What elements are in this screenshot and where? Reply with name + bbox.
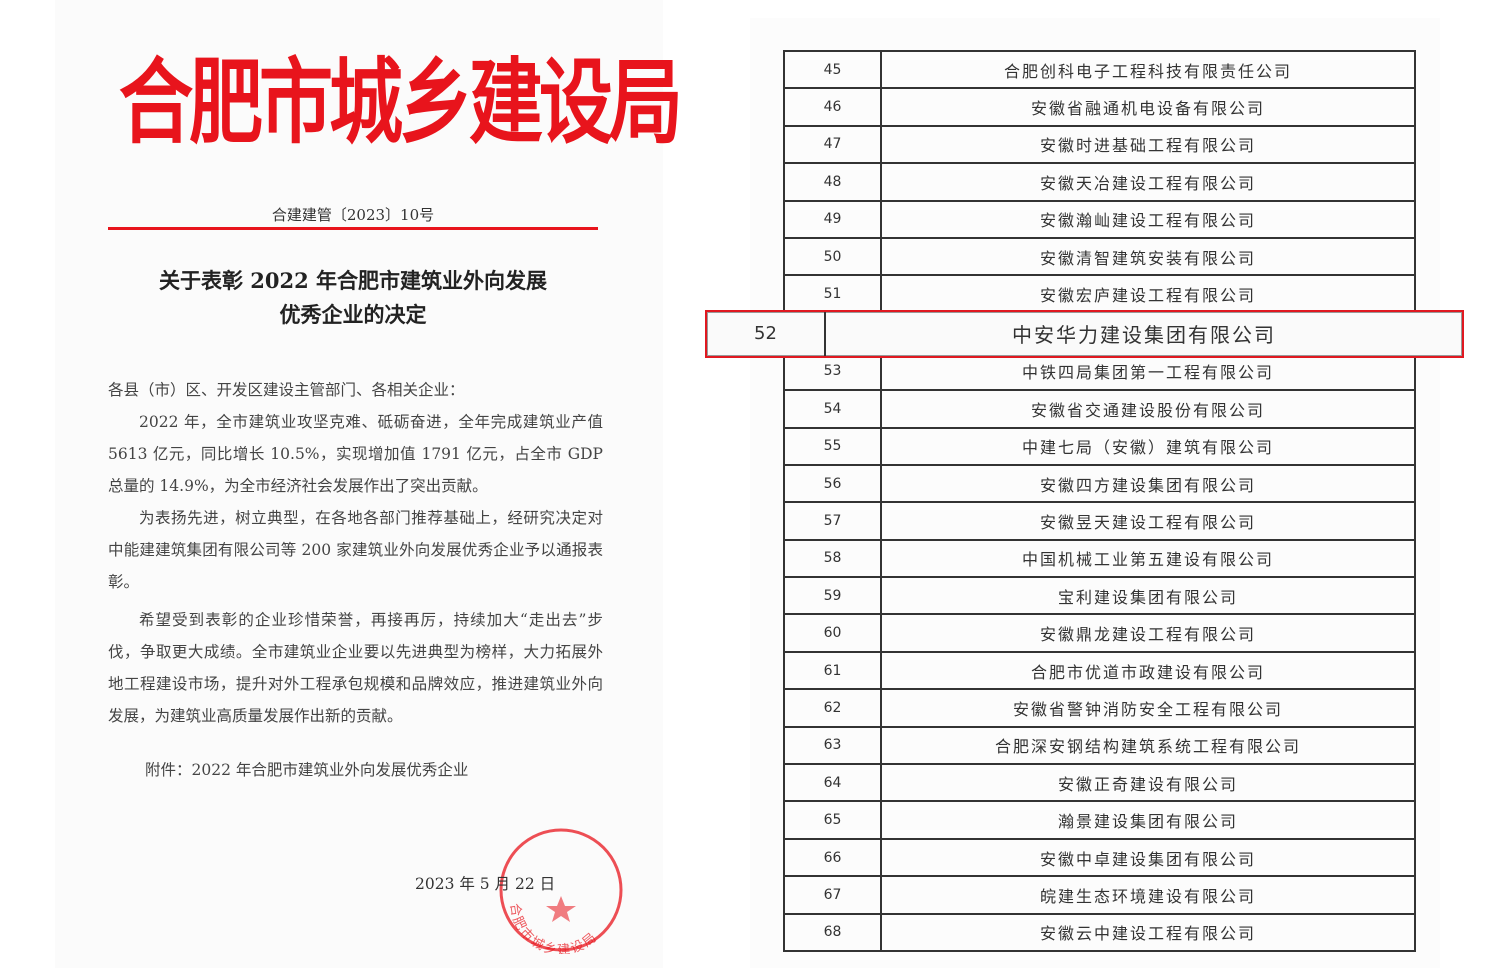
- table-row: 45 合肥创科电子工程科技有限责任公司: [785, 52, 1414, 90]
- company-name: 瀚景建设集团有限公司: [1057, 812, 1238, 832]
- notice-document: 合肥市城乡建设局 合建建管〔2023〕10号 关于表彰 2022 年合肥市建筑业…: [55, 0, 683, 968]
- table-row: 68 安徽云中建设工程有限公司: [785, 914, 1414, 952]
- row-number: 68: [785, 914, 882, 950]
- row-number: 57: [785, 503, 882, 539]
- row-number: 59: [785, 578, 882, 614]
- company-name: 中国机械工业第五建设有限公司: [1021, 550, 1274, 570]
- attachment-note: 附件：2022 年合肥市建筑业外向发展优秀企业: [145, 761, 469, 779]
- company-name: 皖建生态环境建设有限公司: [1039, 886, 1256, 906]
- table-row: 55 中建七局（安徽）建筑有限公司: [785, 428, 1414, 466]
- company-name: 安徽省融通机电设备有限公司: [1030, 99, 1265, 119]
- row-number: 52: [707, 311, 826, 356]
- row-number: 55: [785, 428, 882, 464]
- document-body: 各县（市）区、开发区建设主管部门、各相关企业： 2022 年，全市建筑业攻坚克难…: [108, 374, 603, 786]
- company-name: 合肥深安钢结构建筑系统工程有限公司: [994, 737, 1301, 757]
- red-divider: [108, 227, 598, 230]
- company-name: 安徽省交通建设股份有限公司: [1030, 400, 1265, 420]
- row-number: 62: [785, 690, 882, 726]
- row-number: 58: [785, 540, 882, 577]
- company-name: 合肥市优道市政建设有限公司: [1030, 662, 1265, 682]
- paragraph-2: 为表扬先进，树立典型，在各地各部门推荐基础上，经研究决定对中能建建筑集团有限公司…: [108, 509, 603, 591]
- table-row: 58 中国机械工业第五建设有限公司: [785, 540, 1414, 579]
- company-name: 安徽正奇建设有限公司: [1057, 774, 1238, 794]
- company-name: 安徽天冶建设工程有限公司: [1039, 173, 1256, 193]
- company-name: 中铁四局集团第一工程有限公司: [1021, 363, 1274, 383]
- table-row: 47 安徽时进基础工程有限公司: [785, 126, 1414, 165]
- row-number: 53: [785, 353, 882, 390]
- company-name: 安徽四方建设集团有限公司: [1039, 475, 1256, 495]
- title-line-1: 关于表彰 2022 年合肥市建筑业外向发展: [158, 268, 548, 293]
- company-name: 安徽昱天建设工程有限公司: [1039, 512, 1256, 532]
- paragraph-1: 2022 年，全市建筑业攻坚克难、砥砺奋进，全年完成建筑业产值 5613 亿元，…: [108, 413, 603, 495]
- table-row: 49 安徽瀚屾建设工程有限公司: [785, 201, 1414, 239]
- row-number: 46: [785, 89, 882, 125]
- company-name: 安徽清智建筑安装有限公司: [1039, 248, 1256, 268]
- company-name: 安徽鼎龙建设工程有限公司: [1039, 625, 1256, 645]
- row-number: 66: [785, 839, 882, 876]
- table-row: 64 安徽正奇建设有限公司: [785, 765, 1414, 803]
- row-number: 56: [785, 465, 882, 502]
- row-number: 67: [785, 877, 882, 913]
- company-name: 宝利建设集团有限公司: [1057, 587, 1238, 607]
- table-row: 54 安徽省交通建设股份有限公司: [785, 391, 1414, 429]
- paragraph-3: 希望受到表彰的企业珍惜荣誉，再接再厉，持续加大“走出去”步伐，争取更大成绩。全市…: [108, 611, 603, 725]
- company-name: 安徽云中建设工程有限公司: [1039, 924, 1256, 944]
- awardee-table: 45 合肥创科电子工程科技有限责任公司 46 安徽省融通机电设备有限公司 47 安徽时进基…: [705, 50, 1464, 952]
- awardee-list-page: [750, 18, 1440, 968]
- table-row: 53 中铁四局集团第一工程有限公司: [785, 353, 1414, 392]
- row-number: 50: [785, 238, 882, 275]
- table-row: 59 宝利建设集团有限公司: [785, 578, 1414, 616]
- table-row: 61 合肥市优道市政建设有限公司: [785, 652, 1414, 691]
- table-row: 50 安徽清智建筑安装有限公司: [785, 238, 1414, 277]
- row-number: 49: [785, 201, 882, 237]
- row-number: 65: [785, 802, 882, 838]
- company-name: 安徽时进基础工程有限公司: [1039, 136, 1256, 156]
- table-row: 48 安徽天冶建设工程有限公司: [785, 164, 1414, 202]
- row-number: 64: [785, 765, 882, 801]
- row-number: 51: [785, 276, 882, 312]
- company-name: 合肥创科电子工程科技有限责任公司: [1003, 61, 1292, 81]
- issuing-organization: 合肥市城乡建设局: [119, 49, 683, 157]
- table-row: 62 安徽省警钟消防安全工程有限公司: [785, 690, 1414, 728]
- company-name: 安徽中卓建设集团有限公司: [1039, 849, 1256, 869]
- row-number: 48: [785, 164, 882, 200]
- title-line-2: 优秀企业的决定: [279, 302, 427, 327]
- company-name: 中安华力建设集团有限公司: [1012, 323, 1276, 348]
- company-name: 安徽省警钟消防安全工程有限公司: [1012, 699, 1283, 719]
- table-row: 63 合肥深安钢结构建筑系统工程有限公司: [785, 727, 1414, 766]
- row-number: 54: [785, 391, 882, 427]
- row-number: 63: [785, 727, 882, 764]
- table-row: 56 安徽四方建设集团有限公司: [785, 465, 1414, 504]
- document-number: 合建建管〔2023〕10号: [271, 206, 435, 224]
- company-name: 安徽瀚屾建设工程有限公司: [1039, 211, 1256, 231]
- row-number: 47: [785, 126, 882, 163]
- table-row: 51 安徽宏庐建设工程有限公司: [785, 276, 1414, 314]
- table-row: 46 安徽省融通机电设备有限公司: [785, 89, 1414, 127]
- table-row: 67 皖建生态环境建设有限公司: [785, 877, 1414, 915]
- table-row: 60 安徽鼎龙建设工程有限公司: [785, 615, 1414, 653]
- document-title: 关于表彰 2022 年合肥市建筑业外向发展 优秀企业的决定: [108, 264, 598, 332]
- table-row: 66 安徽中卓建设集团有限公司: [785, 839, 1414, 878]
- table-row: 65 瀚景建设集团有限公司: [785, 802, 1414, 840]
- issue-date: 2023 年 5 月 22 日: [415, 875, 556, 893]
- highlighted-table-row: 52 中安华力建设集团有限公司: [705, 309, 1464, 358]
- official-seal-icon: 合肥市城乡建设局: [499, 828, 623, 954]
- salutation: 各县（市）区、开发区建设主管部门、各相关企业：: [108, 381, 465, 399]
- table-row: 57 安徽昱天建设工程有限公司: [785, 503, 1414, 541]
- company-name: 安徽宏庐建设工程有限公司: [1039, 286, 1256, 306]
- row-number: 60: [785, 615, 882, 651]
- company-name: 中建七局（安徽）建筑有限公司: [1021, 438, 1274, 458]
- row-number: 45: [785, 52, 882, 88]
- row-number: 61: [785, 652, 882, 689]
